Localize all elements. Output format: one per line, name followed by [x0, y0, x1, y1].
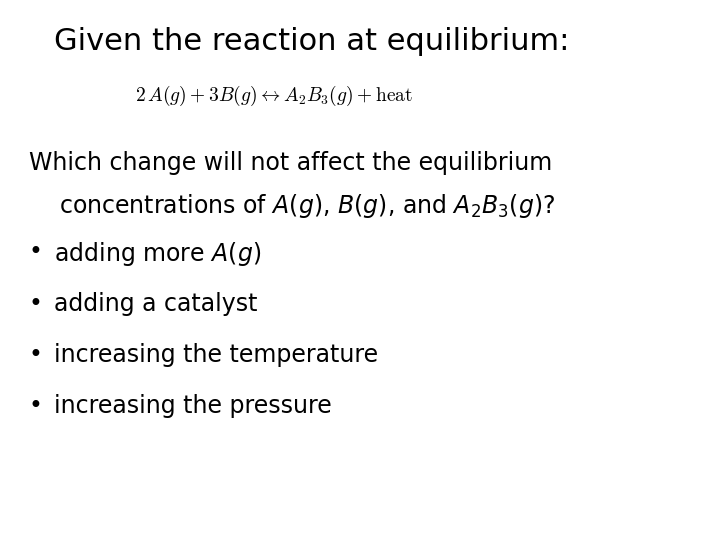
Text: adding more $\mathit{A}(g)$: adding more $\mathit{A}(g)$ — [54, 240, 261, 268]
Text: Which change will not affect the equilibrium: Which change will not affect the equilib… — [29, 151, 552, 175]
Text: adding a catalyst: adding a catalyst — [54, 292, 258, 315]
Text: $2\,A(g) + 3B(g) \leftrightarrow A_2B_3(g) + \mathrm{heat}$: $2\,A(g) + 3B(g) \leftrightarrow A_2B_3(… — [135, 84, 413, 108]
Text: Given the reaction at equilibrium:: Given the reaction at equilibrium: — [54, 27, 570, 56]
Text: •: • — [29, 292, 42, 315]
Text: concentrations of $\mathit{A}(g)$, $\mathit{B}(g)$, and $\mathit{A}_2\mathit{B}_: concentrations of $\mathit{A}(g)$, $\mat… — [29, 192, 555, 220]
Text: •: • — [29, 240, 42, 264]
Text: increasing the pressure: increasing the pressure — [54, 394, 332, 418]
Text: •: • — [29, 343, 42, 367]
Text: •: • — [29, 394, 42, 418]
Text: increasing the temperature: increasing the temperature — [54, 343, 378, 367]
